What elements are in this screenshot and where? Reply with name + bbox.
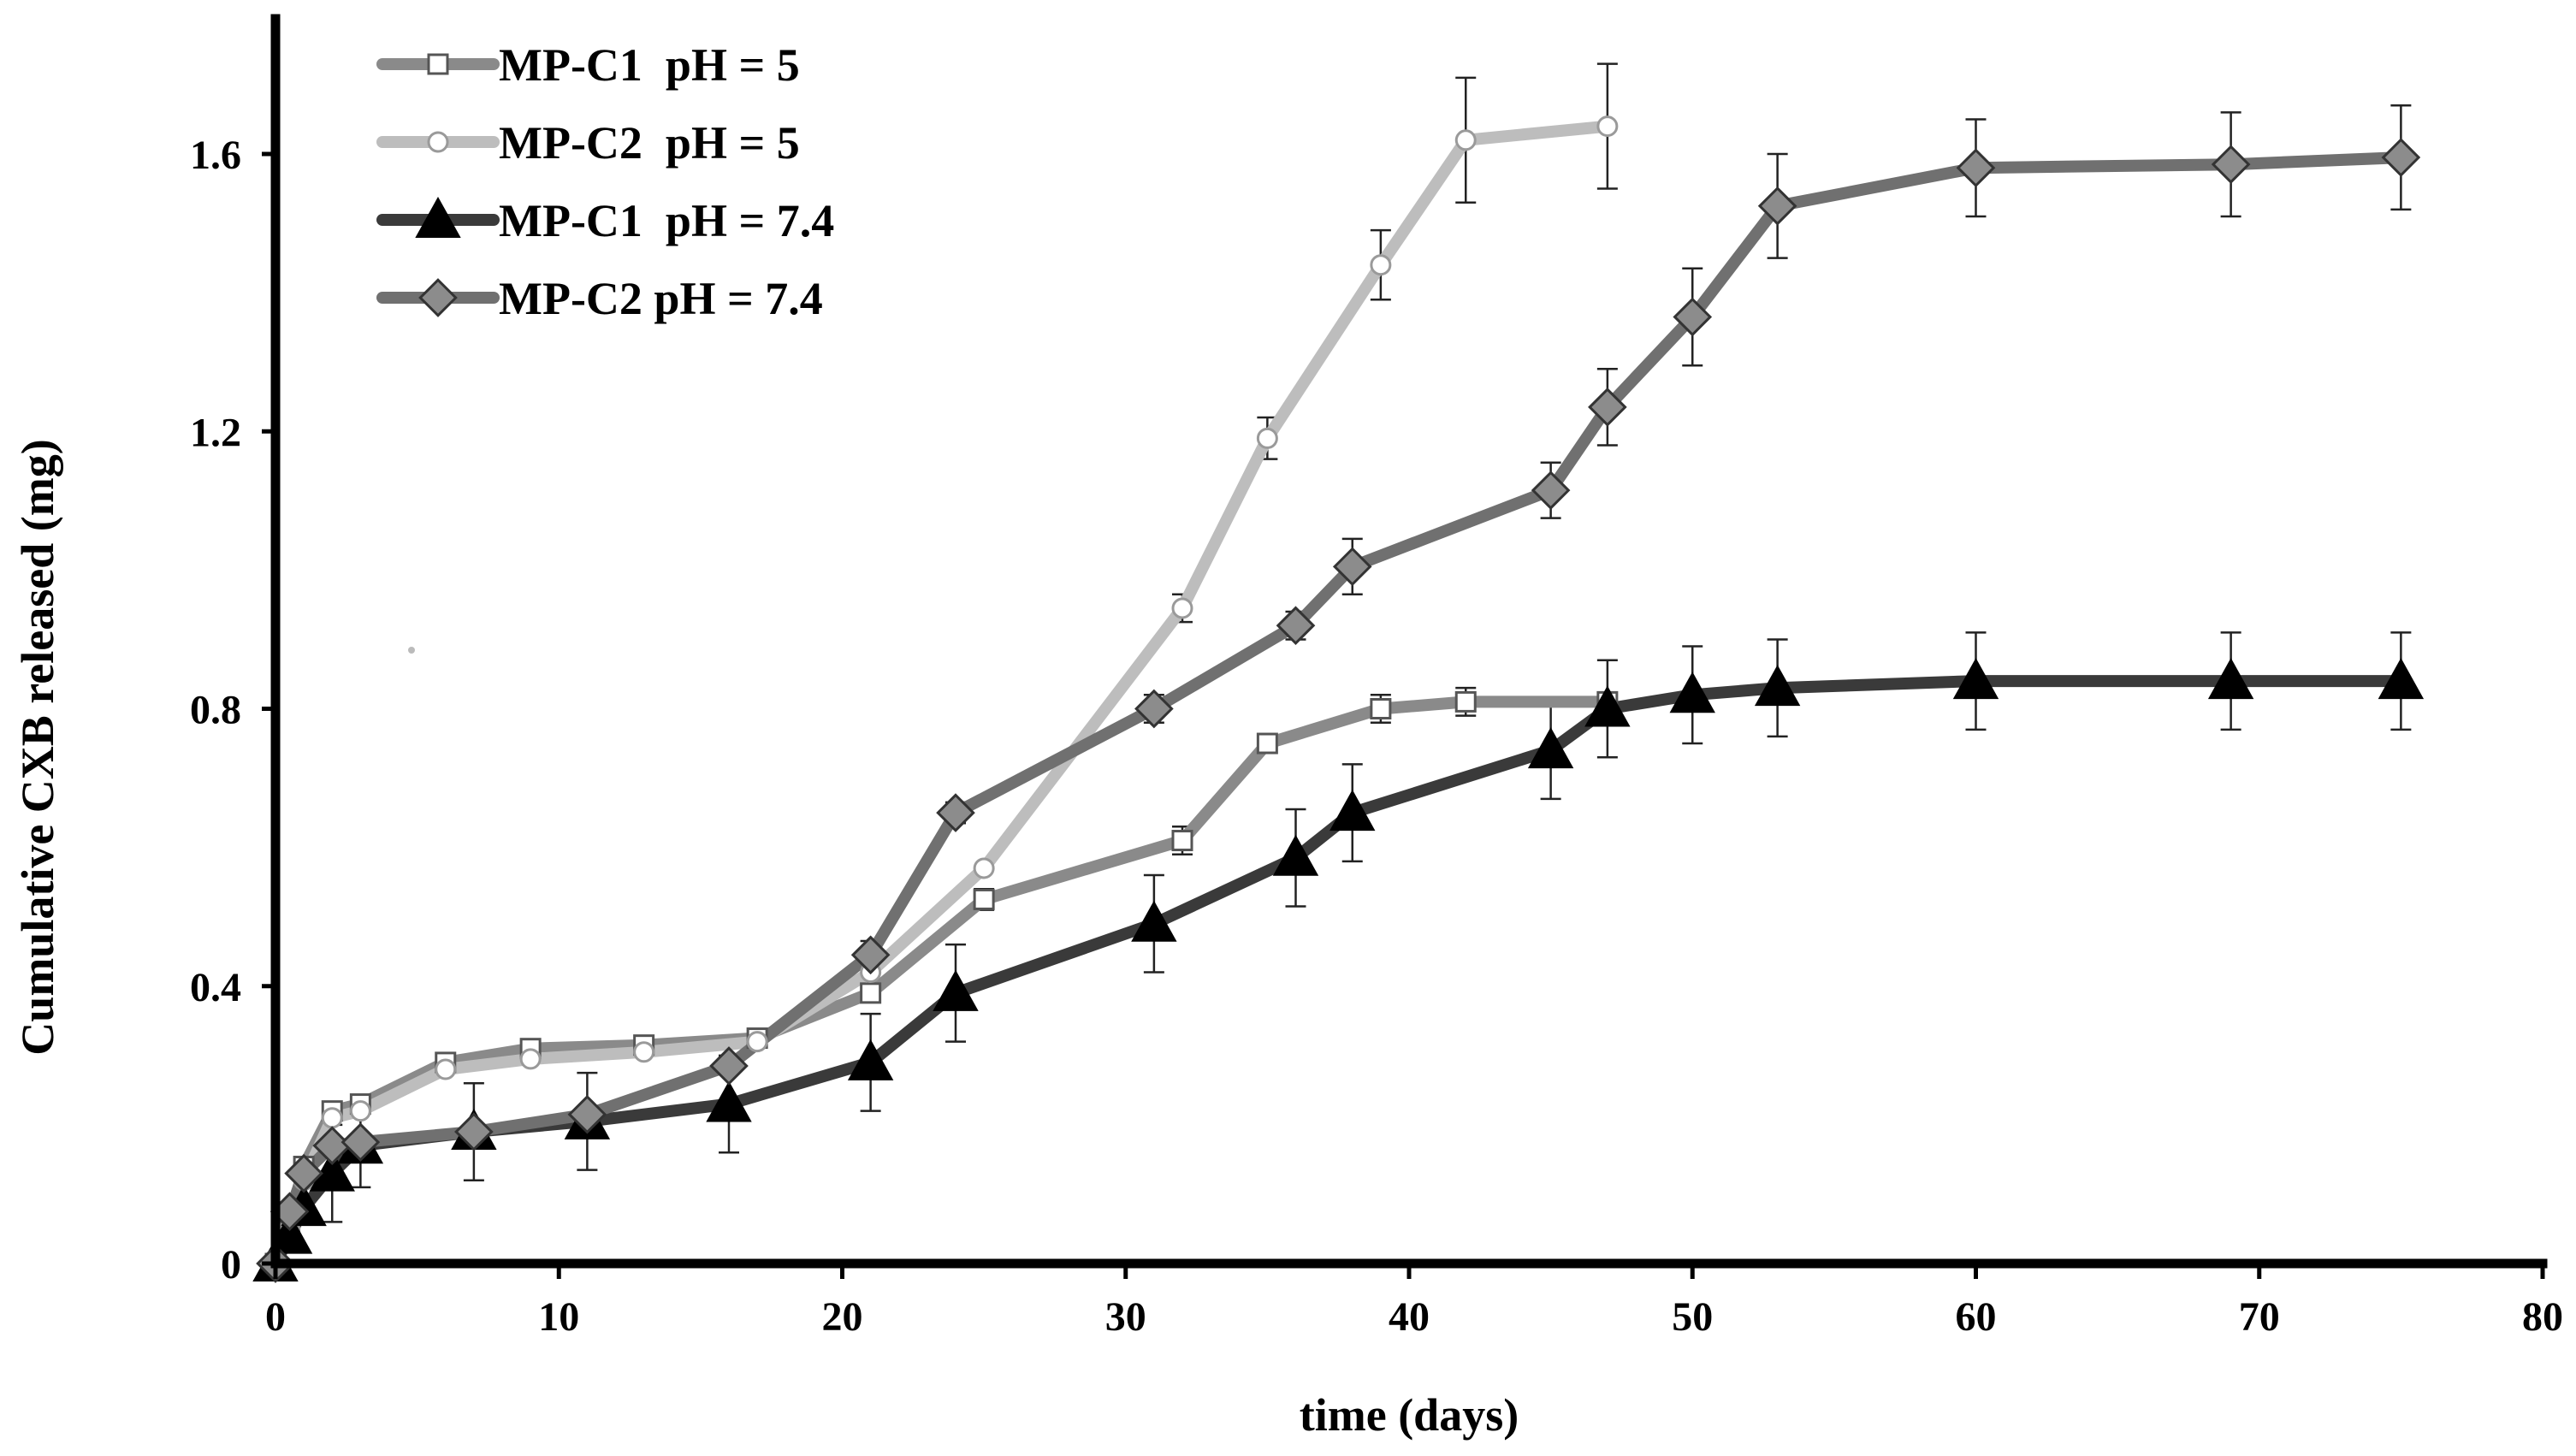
data-point	[1370, 254, 1392, 276]
data-point	[936, 793, 975, 832]
y-tick-label: 1.6	[190, 133, 241, 178]
data-point	[1370, 698, 1392, 719]
data-point	[1256, 732, 1278, 755]
data-point	[309, 1150, 355, 1192]
series-line-3	[269, 675, 2407, 1270]
x-tick-label: 10	[538, 1294, 579, 1340]
data-point	[1669, 672, 1715, 713]
data-point	[860, 982, 882, 1004]
y-axis-title: Cumulative CXB released (mg)	[12, 439, 63, 1055]
data-point	[1454, 690, 1477, 713]
data-point	[1527, 727, 1574, 769]
stray-dot	[408, 647, 415, 654]
ticks-layer: 0 10 20 30 40 50 60 70 80 0 0.4 0.8 1.2 1.6	[190, 133, 2563, 1340]
data-point	[341, 1122, 381, 1162]
y-tick-label: 0.8	[190, 688, 241, 733]
data-point	[1256, 427, 1278, 449]
x-tick-label: 60	[1956, 1294, 1997, 1340]
y-tick-label: 1.2	[190, 410, 241, 455]
legend-label: MP-C1 pH = 5	[499, 39, 800, 91]
data-point	[519, 1048, 542, 1070]
data-point	[1134, 689, 1174, 729]
x-tick-label: 70	[2239, 1294, 2280, 1340]
data-point	[454, 1112, 494, 1151]
data-point	[1332, 547, 1372, 587]
data-point	[633, 1041, 655, 1063]
data-point	[1757, 186, 1797, 226]
x-tick-label: 30	[1105, 1294, 1146, 1340]
data-point	[2211, 145, 2251, 184]
data-point	[1272, 834, 1319, 876]
data-point	[1956, 148, 1996, 188]
data-point	[706, 1080, 752, 1122]
legend-marker	[427, 53, 449, 75]
x-axis-title: time (days)	[1300, 1389, 1519, 1441]
legend-label: MP-C1 pH = 7.4	[499, 195, 834, 246]
data-point	[2207, 658, 2254, 700]
legend-label: MP-C2 pH = 7.4	[499, 273, 823, 324]
data-point	[1454, 129, 1477, 151]
data-point	[973, 888, 995, 910]
x-tick-label: 80	[2522, 1294, 2563, 1340]
data-point	[349, 1100, 371, 1122]
data-point	[1531, 471, 1571, 510]
data-point	[1329, 790, 1376, 832]
data-point	[1588, 388, 1627, 427]
y-tick-label: 0	[221, 1242, 241, 1287]
data-point	[2378, 658, 2425, 700]
data-point	[1673, 297, 1713, 337]
data-point	[1952, 658, 1999, 700]
x-tick-label: 0	[265, 1294, 286, 1340]
data-point	[933, 969, 979, 1011]
data-point	[850, 935, 891, 975]
x-tick-label: 50	[1672, 1294, 1713, 1340]
y-tick-label: 0.4	[190, 965, 241, 1010]
data-point	[284, 1153, 323, 1193]
data-point	[1596, 115, 1619, 138]
legend-marker	[418, 278, 458, 317]
legend-marker	[427, 131, 449, 153]
legend-marker	[415, 196, 461, 238]
data-point	[1171, 830, 1193, 852]
data-point	[973, 857, 995, 879]
x-tick-label: 40	[1389, 1294, 1430, 1340]
data-point	[2381, 138, 2421, 177]
data-point	[567, 1094, 607, 1134]
data-point	[1276, 606, 1316, 646]
data-point	[1131, 900, 1177, 942]
data-point	[1584, 685, 1631, 727]
data-point	[1171, 597, 1193, 619]
legend: MP-C1 pH = 5 MP-C2 pH = 5 MP-C1 pH = 7.4 MP…	[376, 39, 834, 324]
data-point	[847, 1039, 894, 1080]
data-point	[746, 1031, 768, 1053]
data-point	[1754, 665, 1801, 707]
legend-label: MP-C2 pH = 5	[499, 117, 800, 169]
x-tick-label: 20	[822, 1294, 863, 1340]
data-point	[435, 1058, 457, 1080]
data-point	[321, 1107, 343, 1129]
data-point	[709, 1046, 749, 1086]
